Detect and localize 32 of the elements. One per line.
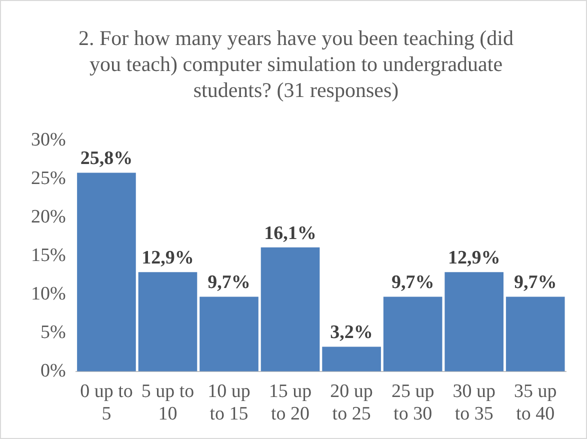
x-tick-label: 10 up to 15	[208, 380, 250, 425]
data-label: 25,8%	[80, 148, 133, 170]
x-tick-label: 35 up to 40	[514, 380, 557, 425]
y-tick-label: 30%	[31, 129, 66, 150]
y-tick-label: 5%	[40, 322, 66, 343]
data-label: 9,7%	[208, 272, 250, 294]
x-tick-label: 15 up to 20	[268, 380, 312, 425]
bar	[77, 172, 136, 372]
x-tick-label: 0 up to 5	[80, 380, 133, 425]
bar	[260, 247, 320, 372]
y-tick-label: 25%	[31, 168, 66, 189]
bar	[383, 296, 442, 372]
x-tick-label: 5 up to 10	[141, 380, 194, 425]
y-tick-label: 20%	[31, 206, 66, 228]
bar	[506, 296, 565, 372]
bar	[322, 346, 381, 372]
bar	[444, 272, 504, 372]
y-tick-label: 15%	[31, 244, 66, 266]
x-tick-label: 25 up to 30	[391, 380, 434, 425]
y-tick-label: 0%	[40, 360, 66, 382]
bar	[200, 296, 258, 372]
data-label: 16,1%	[264, 222, 316, 244]
data-label: 12,9%	[142, 247, 194, 268]
data-label: 3,2%	[330, 322, 373, 344]
data-label: 12,9%	[448, 247, 500, 268]
chart-title: 2. For how many years have you been teaching (did you teach) computer simulation to undergraduate students? (31 responses)	[77, 25, 515, 103]
x-tick-label: 20 up to 25	[330, 380, 373, 425]
data-label: 9,7%	[514, 272, 557, 294]
bar	[138, 272, 198, 372]
data-label: 9,7%	[391, 272, 434, 294]
y-tick-label: 10%	[31, 283, 66, 304]
x-tick-label: 30 up to 35	[452, 380, 496, 425]
